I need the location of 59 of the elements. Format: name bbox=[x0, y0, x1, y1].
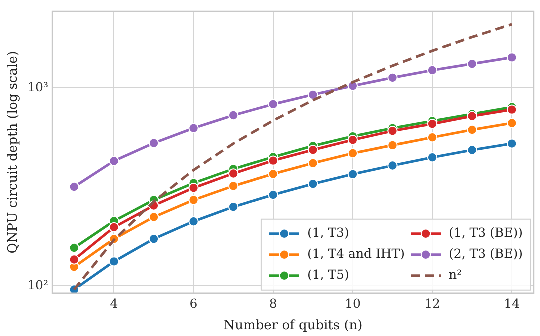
point bbox=[388, 140, 398, 151]
point bbox=[109, 222, 120, 233]
point bbox=[268, 156, 278, 166]
point bbox=[268, 169, 278, 180]
point bbox=[268, 190, 278, 200]
point bbox=[348, 148, 358, 159]
point bbox=[507, 104, 518, 115]
point bbox=[507, 52, 518, 63]
y-axis-title: QNPU circuit depth (log scale) bbox=[6, 51, 22, 254]
point bbox=[348, 169, 358, 180]
point bbox=[109, 156, 120, 166]
legend-label: (1, T3) bbox=[307, 225, 350, 240]
point bbox=[188, 195, 199, 206]
point bbox=[467, 58, 478, 70]
point bbox=[388, 126, 398, 136]
point bbox=[228, 181, 239, 192]
point bbox=[148, 234, 160, 244]
point bbox=[308, 178, 318, 190]
point bbox=[69, 254, 80, 265]
point bbox=[228, 110, 239, 121]
point bbox=[388, 72, 398, 84]
point bbox=[427, 118, 438, 130]
x-tick-label: 4 bbox=[110, 296, 118, 312]
point bbox=[348, 134, 358, 146]
point bbox=[427, 65, 438, 76]
point bbox=[109, 256, 120, 267]
point bbox=[467, 124, 478, 136]
x-tick-label: 14 bbox=[504, 296, 520, 312]
x-tick-label: 8 bbox=[269, 296, 278, 312]
point bbox=[188, 183, 199, 194]
legend-label: (2, T3 (BE)) bbox=[449, 246, 524, 262]
point bbox=[507, 138, 518, 149]
y-tick-label: 10³ bbox=[28, 79, 49, 94]
y-tick-label: 10² bbox=[28, 277, 49, 292]
point bbox=[308, 144, 318, 156]
point bbox=[507, 118, 518, 128]
point bbox=[308, 90, 318, 100]
legend-label: (1, T5) bbox=[307, 267, 350, 282]
legend-label: (1, T4 and IHT) bbox=[307, 246, 406, 262]
point bbox=[268, 99, 278, 110]
point bbox=[388, 160, 398, 171]
point bbox=[69, 182, 80, 192]
legend-label: (1, T3 (BE)) bbox=[449, 225, 524, 240]
point bbox=[427, 132, 438, 143]
point bbox=[188, 123, 199, 134]
point bbox=[148, 138, 160, 148]
point bbox=[148, 212, 160, 222]
point bbox=[228, 202, 239, 212]
point bbox=[188, 216, 199, 227]
point bbox=[69, 242, 80, 254]
x-axis-title: Number of qubits (n) bbox=[224, 318, 363, 334]
point bbox=[427, 152, 438, 163]
point bbox=[228, 168, 239, 179]
point bbox=[467, 145, 478, 156]
x-tick-label: 12 bbox=[424, 296, 440, 312]
legend-label: n² bbox=[449, 267, 462, 282]
point bbox=[308, 158, 318, 169]
x-tick-label: 6 bbox=[190, 296, 198, 312]
x-tick-label: 10 bbox=[344, 296, 361, 312]
